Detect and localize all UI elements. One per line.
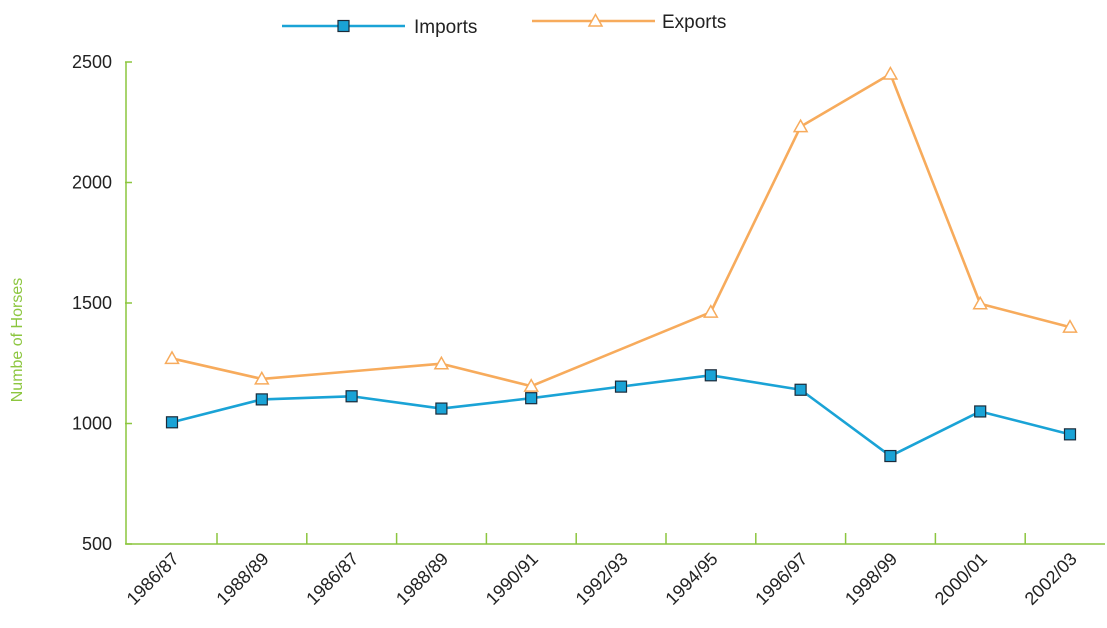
- exports-point: [972, 295, 988, 310]
- imports-point: [794, 383, 807, 396]
- x-tick-label: 1992/93: [572, 549, 632, 609]
- exports-point: [882, 66, 899, 80]
- x-tick-label: 1998/99: [841, 549, 901, 609]
- series-layer: [164, 66, 1078, 463]
- legend-label: Exports: [662, 12, 726, 33]
- exports-series: [164, 66, 1078, 392]
- imports-point: [884, 449, 897, 463]
- x-tick-label: 2000/01: [931, 549, 991, 609]
- exports-point: [433, 355, 450, 370]
- legend-item-exports: Exports: [532, 12, 726, 33]
- legend-marker: [587, 12, 604, 27]
- y-tick-label: 1500: [72, 293, 112, 313]
- x-tick-label: 1986/87: [123, 549, 183, 609]
- imports-point: [614, 380, 628, 393]
- y-tick-labels: 500 1000 1500 2000 2500: [72, 52, 132, 554]
- exports-line: [171, 72, 1071, 388]
- imports-point: [435, 402, 448, 415]
- y-axis-label: Numbe of Horses: [9, 278, 26, 403]
- y-tick-label: 2000: [72, 173, 112, 193]
- y-tick-label: 500: [82, 534, 112, 554]
- imports-point: [525, 392, 538, 405]
- x-tick-label: 1990/91: [482, 549, 542, 609]
- x-tick-label: 2002/03: [1021, 549, 1081, 609]
- y-tick-label: 1000: [72, 414, 112, 434]
- imports-point: [1063, 428, 1077, 441]
- imports-series: [165, 369, 1077, 463]
- x-tick-label: 1996/97: [751, 549, 811, 609]
- exports-point: [164, 350, 180, 365]
- exports-point: [792, 118, 809, 133]
- exports-point: [1062, 319, 1078, 333]
- imports-point: [974, 405, 987, 418]
- legend-label: Imports: [414, 17, 477, 38]
- exports-point: [254, 370, 270, 385]
- exports-point: [703, 304, 719, 318]
- x-tick-label: 1988/89: [212, 549, 272, 609]
- legend-marker: [337, 19, 350, 33]
- legend-item-imports: Imports: [282, 17, 477, 38]
- imports-point: [165, 416, 179, 429]
- axes: [125, 62, 1105, 545]
- imports-point: [345, 390, 358, 403]
- x-tick-label: 1994/95: [661, 549, 721, 609]
- imports-point: [255, 393, 268, 406]
- exports-point: [523, 378, 539, 392]
- y-tick-label: 2500: [72, 52, 112, 72]
- x-tick-label: 1988/89: [392, 549, 452, 609]
- imports-point: [704, 369, 717, 382]
- x-tick-label: 1986/87: [302, 549, 362, 609]
- legend: Imports Exports: [282, 12, 726, 38]
